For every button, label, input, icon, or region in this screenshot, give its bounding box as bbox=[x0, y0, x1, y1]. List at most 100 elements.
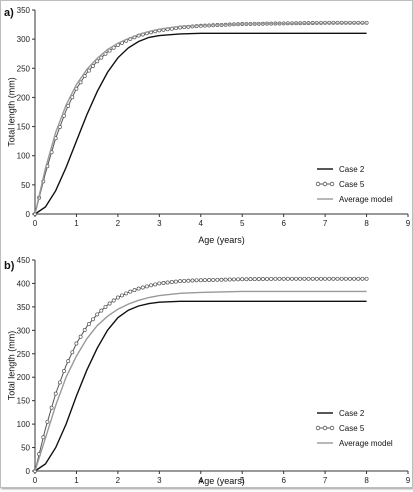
legend: Case 2 Case 5 Average model bbox=[315, 165, 393, 204]
series-point-case-5 bbox=[78, 80, 83, 85]
series-point-case-5 bbox=[298, 276, 303, 281]
x-tick-label: 7 bbox=[323, 476, 328, 485]
legend-marker bbox=[329, 425, 335, 431]
legend-marker bbox=[322, 425, 328, 431]
x-tick-label: 5 bbox=[240, 476, 245, 485]
series-point-case-5 bbox=[115, 295, 120, 300]
series-point-case-5 bbox=[136, 286, 141, 291]
series-point-case-5 bbox=[260, 277, 265, 281]
legend-label: Case 2 bbox=[339, 165, 365, 174]
series-point-case-5 bbox=[343, 276, 348, 281]
series-point-case-5 bbox=[281, 276, 286, 281]
series-point-case-5 bbox=[49, 405, 54, 410]
series-point-case-5 bbox=[265, 276, 270, 281]
y-tick-label: 0 bbox=[26, 210, 31, 219]
series-point-case-5 bbox=[310, 276, 315, 281]
series-point-case-5 bbox=[198, 278, 203, 283]
y-tick-label: 100 bbox=[17, 152, 31, 161]
y-tick-label: 200 bbox=[17, 93, 31, 102]
series-line-average-model bbox=[34, 290, 367, 472]
series-point-case-5 bbox=[273, 276, 278, 281]
legend: Case 2 Case 5 Average model bbox=[315, 409, 393, 448]
series-point-case-5 bbox=[66, 359, 71, 364]
series-point-case-5 bbox=[240, 277, 245, 282]
y-tick-label: 250 bbox=[17, 64, 31, 73]
series-point-case-5 bbox=[306, 276, 311, 281]
legend-marker bbox=[315, 425, 321, 431]
x-tick-label: 1 bbox=[74, 219, 79, 228]
series-point-case-5 bbox=[53, 391, 58, 396]
series-point-case-5 bbox=[331, 276, 336, 281]
series-point-case-5 bbox=[277, 276, 282, 281]
y-tick-label: 200 bbox=[17, 373, 31, 382]
series-point-case-5 bbox=[178, 279, 183, 284]
series-point-case-5 bbox=[215, 277, 220, 282]
series-point-case-5 bbox=[186, 278, 191, 283]
x-tick-label: 0 bbox=[33, 476, 38, 485]
series-point-case-5 bbox=[244, 277, 249, 282]
legend-label: Case 5 bbox=[339, 180, 365, 189]
x-tick-label: 6 bbox=[281, 476, 286, 485]
series-point-case-5 bbox=[269, 276, 274, 281]
series-point-case-5 bbox=[256, 277, 261, 281]
series-point-case-5 bbox=[153, 282, 158, 287]
series-point-case-5 bbox=[165, 280, 170, 285]
series-point-case-5 bbox=[82, 328, 87, 332]
y-tick-label: 300 bbox=[17, 326, 31, 335]
series-point-case-5 bbox=[103, 304, 108, 309]
series-point-case-5 bbox=[86, 68, 91, 73]
series-point-case-5 bbox=[236, 277, 241, 282]
y-tick-label: 50 bbox=[21, 181, 30, 190]
x-tick-label: 3 bbox=[157, 476, 162, 485]
legend-marker bbox=[322, 181, 328, 187]
series-point-case-5 bbox=[356, 276, 361, 281]
series-point-case-5 bbox=[227, 277, 232, 282]
x-tick-label: 9 bbox=[406, 476, 411, 485]
series-point-case-5 bbox=[364, 276, 369, 281]
x-axis-label: Age (years) bbox=[198, 235, 245, 245]
panel-a-chart: 0 50 100 150 200 250 300 350 0 1 2 3 4 5 6 7 8 9 Age (year… bbox=[4, 6, 411, 245]
series-point-case-5 bbox=[348, 276, 352, 281]
series-point-case-5 bbox=[285, 276, 290, 281]
series-point-case-5 bbox=[132, 288, 137, 293]
series-point-case-5 bbox=[194, 278, 199, 283]
x-tick-label: 2 bbox=[116, 219, 121, 228]
y-tick-label: 250 bbox=[17, 350, 31, 359]
y-tick-label: 150 bbox=[17, 397, 31, 406]
series-point-case-5 bbox=[128, 289, 133, 294]
x-tick-label: 3 bbox=[157, 219, 162, 228]
panel-b-chart: 0 50 100 150 200 250 300 350 400 450 0 1 2 3 4 5 6 7 8 9 Age… bbox=[4, 256, 411, 486]
series-point-case-5 bbox=[99, 55, 104, 60]
series-point-case-5 bbox=[352, 276, 357, 281]
x-tick-label: 5 bbox=[240, 219, 245, 228]
y-axis-label: Total length (mm) bbox=[6, 331, 16, 401]
y-tick-label: 400 bbox=[17, 279, 31, 288]
x-tick-label: 4 bbox=[199, 219, 204, 228]
series-point-case-5 bbox=[252, 277, 257, 282]
series-point-case-5 bbox=[91, 64, 95, 68]
series-point-case-5 bbox=[360, 276, 365, 281]
y-tick-label: 300 bbox=[17, 35, 31, 44]
series-point-case-5 bbox=[323, 276, 328, 281]
x-tick-label: 4 bbox=[199, 476, 204, 485]
legend-label: Case 5 bbox=[339, 424, 365, 433]
series-point-case-5 bbox=[78, 334, 83, 339]
series-point-case-5 bbox=[149, 283, 153, 288]
x-tick-label: 2 bbox=[116, 476, 121, 485]
series-point-case-5 bbox=[161, 281, 166, 285]
series-point-case-5 bbox=[223, 277, 228, 282]
y-axis-label: Total length (mm) bbox=[6, 77, 16, 147]
series-line-average-model bbox=[34, 22, 367, 215]
series-point-case-5 bbox=[339, 276, 344, 281]
x-tick-label: 1 bbox=[74, 476, 79, 485]
series-point-case-5 bbox=[144, 284, 149, 289]
series-point-case-5 bbox=[111, 298, 116, 303]
panel-label: a) bbox=[4, 7, 14, 19]
series-point-case-5 bbox=[190, 278, 195, 283]
series-point-case-5 bbox=[41, 435, 46, 440]
series-point-case-5 bbox=[140, 285, 145, 290]
series-point-case-5 bbox=[120, 293, 124, 298]
series-point-case-5 bbox=[231, 277, 236, 282]
